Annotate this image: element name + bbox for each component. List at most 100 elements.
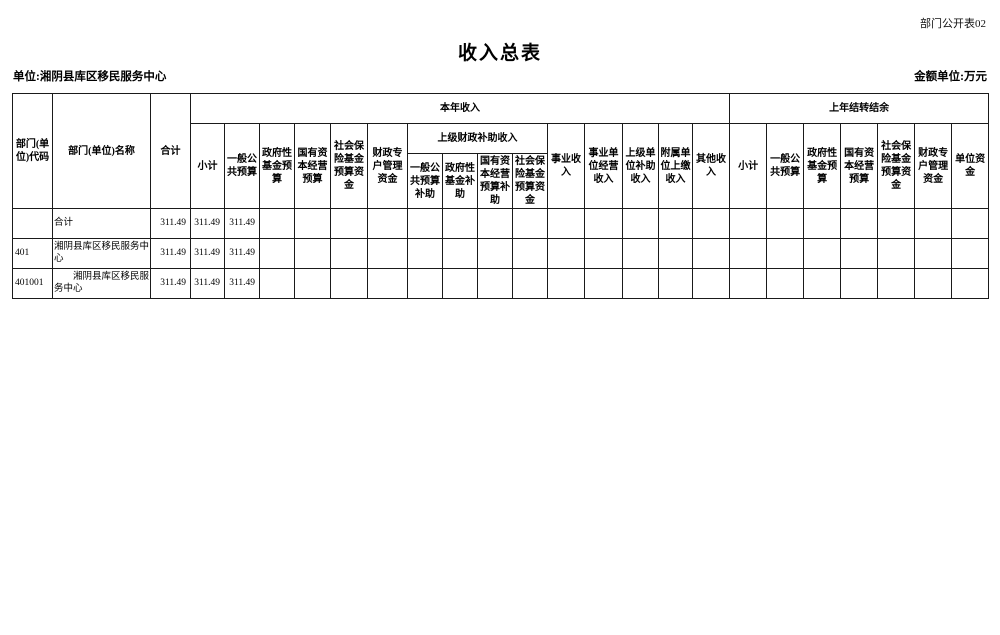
cell-value — [691, 268, 731, 299]
col-header-affiliated-unit-upturn-income: 附属单位上缴收入 — [658, 123, 693, 209]
cell-value — [622, 268, 659, 299]
cell-value — [259, 268, 295, 299]
col-header-carry-social-insurance-fund: 社会保险基金预算资金 — [877, 123, 916, 209]
table-row: 合计 311.49 311.49 311.49 — [12, 208, 990, 239]
cell-value: 311.49 — [150, 268, 191, 299]
table-row: 401 湘阴县库区移民服务中心 311.49 311.49 311.49 — [12, 238, 990, 269]
meta-row: 单位:湘阴县库区移民服务中心 金额单位:万元 — [13, 68, 987, 84]
cell-value — [840, 238, 879, 269]
cell-value — [803, 238, 842, 269]
col-header-subsidy-state-capital: 国有资本经营预算补助 — [477, 153, 513, 209]
cell-value — [658, 268, 693, 299]
cell-value — [294, 238, 331, 269]
cell-value — [367, 208, 408, 239]
cell-value — [512, 208, 548, 239]
cell-value — [729, 208, 768, 239]
cell-value — [584, 268, 623, 299]
cell-value — [259, 208, 295, 239]
col-header-cy-fiscal-special-account: 财政专户管理资金 — [367, 123, 408, 209]
col-header-cy-state-capital-budget: 国有资本经营预算 — [294, 123, 331, 209]
cell-value — [442, 208, 478, 239]
cell-value — [914, 268, 953, 299]
cell-value — [658, 208, 693, 239]
cell-value — [547, 268, 585, 299]
cell-value: 311.49 — [224, 238, 260, 269]
cell-value — [547, 238, 585, 269]
cell-value — [622, 238, 659, 269]
cell-value — [691, 208, 731, 239]
col-header-cy-subtotal: 小计 — [190, 123, 225, 209]
cell-value — [877, 208, 916, 239]
col-header-cy-govt-fund-budget: 政府性基金预算 — [259, 123, 295, 209]
cell-dept-name: 湘阴县库区移民服务中心 — [52, 238, 151, 269]
cell-value — [407, 238, 443, 269]
cell-value — [442, 268, 478, 299]
cell-value — [477, 238, 513, 269]
cell-value — [622, 208, 659, 239]
col-header-superior-unit-subsidy-income: 上级单位补助收入 — [622, 123, 659, 209]
cell-value: 311.49 — [150, 238, 191, 269]
col-header-carry-fiscal-special-account: 财政专户管理资金 — [914, 123, 953, 209]
header-row-1: 部门(单位)代码 部门(单位)名称 合计 本年收入 上年结转结余 — [12, 93, 990, 209]
col-header-cy-general-public-budget: 一般公共预算 — [224, 123, 260, 209]
header-row-3: 一般公共预算补助 政府性基金补助 国有资本经营预算补助 社会保险基金预算资金 — [13, 153, 989, 209]
cell-value: 311.49 — [190, 238, 225, 269]
col-header-carry-subtotal: 小计 — [729, 123, 768, 209]
cell-value — [367, 238, 408, 269]
unit-label: 单位:湘阴县库区移民服务中心 — [13, 71, 167, 83]
cell-value — [512, 268, 548, 299]
col-header-grand-total: 合计 — [150, 93, 191, 209]
col-header-subsidy-social-insurance: 社会保险基金预算资金 — [512, 153, 548, 209]
cell-value — [877, 238, 916, 269]
cell-value — [330, 238, 368, 269]
cell-value — [259, 238, 295, 269]
cell-value — [477, 268, 513, 299]
cell-value — [951, 238, 990, 269]
amount-unit-label: 金额单位:万元 — [914, 71, 987, 83]
cell-value — [407, 208, 443, 239]
header-row-2: 小计 一般公共预算 政府性基金预算 国有资本经营预算 社会保险基金预算资金 财政… — [13, 123, 990, 209]
cell-value: 311.49 — [224, 208, 260, 239]
col-header-business-income: 事业收入 — [547, 123, 585, 209]
income-table: 部门(单位)代码 部门(单位)名称 合计 本年收入 上年结转结余 小计 一般公共… — [12, 93, 990, 299]
col-header-dept-code: 部门(单位)代码 — [12, 93, 53, 209]
cell-value — [951, 208, 990, 239]
cell-value: 311.49 — [190, 268, 225, 299]
cell-value — [330, 268, 368, 299]
col-header-carry-state-capital-budget: 国有资本经营预算 — [840, 123, 879, 209]
cell-value — [877, 268, 916, 299]
cell-dept-name: 湘阴县库区移民服务中心 — [52, 268, 151, 299]
cell-value — [547, 208, 585, 239]
cell-value — [691, 238, 731, 269]
group-header-superior-subsidy: 上级财政补助收入 — [407, 123, 548, 154]
cell-value — [294, 208, 331, 239]
col-header-subsidy-general-public: 一般公共预算补助 — [407, 153, 443, 209]
cell-dept-code: 401001 — [12, 268, 53, 299]
doc-label: 部门公开表02 — [920, 18, 986, 30]
cell-value: 311.49 — [150, 208, 191, 239]
cell-value — [330, 208, 368, 239]
table-body: 合计 311.49 311.49 311.49 401 湘阴县库区移民服务中心 311.49… — [12, 208, 990, 299]
cell-value — [766, 268, 805, 299]
col-header-carry-general-public-budget: 一般公共预算 — [766, 123, 805, 209]
col-header-cy-social-insurance-fund: 社会保险基金预算资金 — [330, 123, 368, 209]
cell-value — [584, 238, 623, 269]
cell-value — [658, 238, 693, 269]
cell-value: 311.49 — [224, 268, 260, 299]
cell-value — [803, 208, 842, 239]
cell-value — [951, 268, 990, 299]
group-header-carryover: 上年结转结余 — [729, 93, 990, 124]
cell-value — [840, 208, 879, 239]
cell-value — [442, 238, 478, 269]
cell-value — [914, 238, 953, 269]
cell-value — [367, 268, 408, 299]
cell-dept-code: 401 — [12, 238, 53, 269]
cell-value — [729, 238, 768, 269]
cell-value — [729, 268, 768, 299]
cell-value — [803, 268, 842, 299]
cell-value — [766, 238, 805, 269]
cell-dept-name: 合计 — [52, 208, 151, 239]
table-row: 401001 湘阴县库区移民服务中心 311.49 311.49 311.49 — [12, 268, 990, 299]
col-header-carry-unit-fund: 单位资金 — [951, 123, 990, 209]
